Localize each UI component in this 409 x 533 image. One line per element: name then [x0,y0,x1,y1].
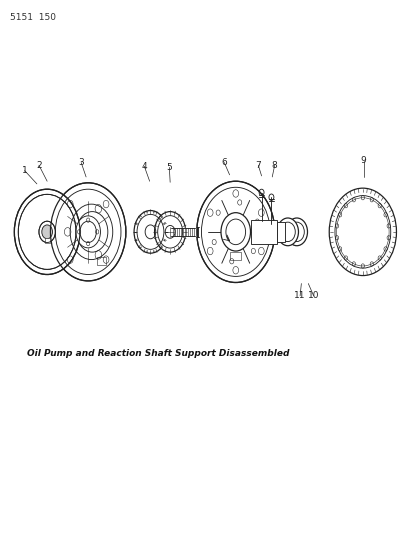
Circle shape [196,181,274,282]
Text: 11: 11 [294,292,305,300]
Text: Oil Pump and Reaction Shaft Support Disassembled: Oil Pump and Reaction Shaft Support Disa… [27,349,288,358]
Bar [45,238,49,243]
Circle shape [76,216,100,248]
Text: 3: 3 [78,158,84,167]
Circle shape [50,183,126,281]
Text: 4: 4 [141,162,147,171]
Circle shape [39,221,55,243]
Circle shape [220,213,250,251]
Circle shape [134,211,166,253]
Circle shape [42,225,52,239]
Bar [250,220,276,244]
Circle shape [328,188,396,276]
Text: 1: 1 [22,166,27,175]
Text: 10: 10 [307,292,319,300]
Text: 9: 9 [360,157,366,165]
Circle shape [18,195,76,269]
Text: 6: 6 [221,158,227,167]
Text: 5: 5 [166,163,172,172]
Circle shape [14,189,80,274]
Text: 5151  150: 5151 150 [10,13,56,22]
Text: 8: 8 [271,161,277,169]
Circle shape [154,212,185,252]
Bar [229,252,241,260]
Text: 7: 7 [255,161,261,169]
Circle shape [285,218,307,246]
Bar [276,222,284,242]
Circle shape [276,218,298,246]
Bar [97,257,106,265]
Text: 2: 2 [36,161,42,169]
Circle shape [336,198,388,266]
